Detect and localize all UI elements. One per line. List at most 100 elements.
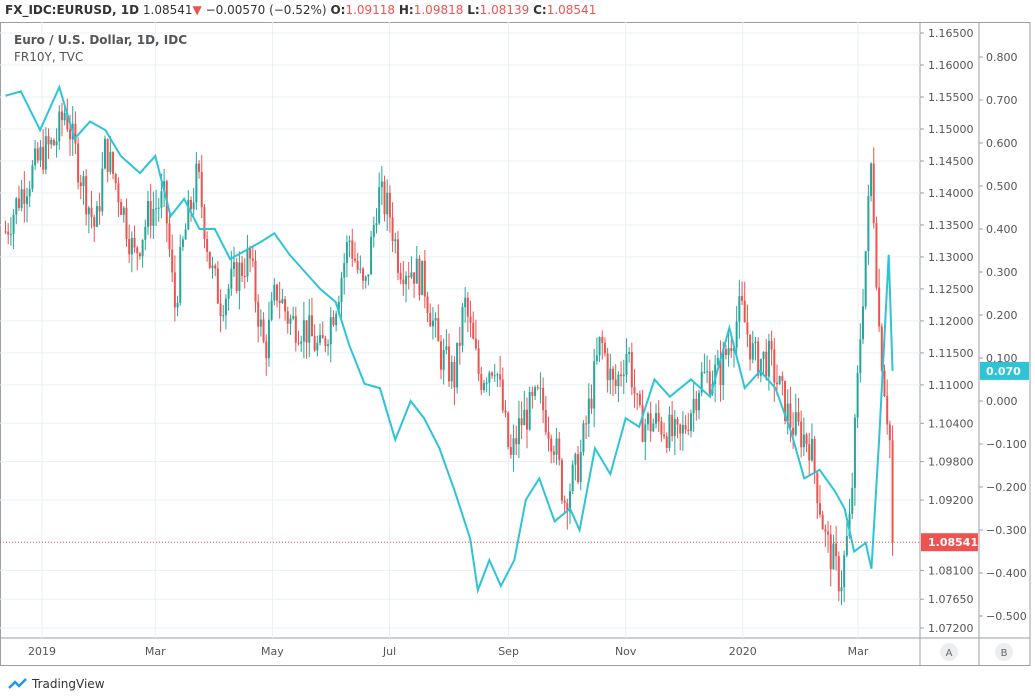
candle-body [818, 503, 821, 515]
candle-body [746, 322, 749, 335]
candle-body [90, 207, 93, 218]
candle-body [657, 413, 660, 422]
candle-body [566, 503, 569, 512]
overlay-tick-label: −0.300 [986, 524, 1027, 537]
price-tick-label: 1.09800 [928, 456, 974, 469]
candle-body [211, 265, 214, 269]
tradingview-logo-icon [8, 678, 27, 689]
candle-body [641, 405, 644, 442]
candle-body [738, 296, 741, 322]
candle-body [625, 354, 628, 375]
candle-body [810, 438, 813, 461]
candle-body [434, 318, 437, 321]
last-price-label: 1.08541 [928, 536, 978, 549]
candle-body [574, 454, 577, 465]
tradingview-logo[interactable]: TradingView [8, 677, 105, 691]
overlay-tick-label: 0.800 [986, 51, 1018, 64]
candle-body [617, 374, 620, 386]
candle-body [305, 320, 308, 343]
candle-body [122, 207, 125, 215]
candle-body [628, 352, 631, 355]
overlay-tick-label: 0.200 [986, 309, 1018, 322]
branding-text: TradingView [32, 677, 105, 691]
candle-body [192, 202, 195, 210]
candle-body [241, 262, 244, 276]
candle-body [42, 146, 45, 170]
candle-body [157, 207, 160, 209]
candle-body [348, 240, 351, 243]
candle-body [663, 434, 666, 437]
close-label: C: [533, 3, 547, 17]
low-value: 1.08139 [479, 3, 530, 17]
candle-body [550, 438, 553, 452]
candle-body [759, 358, 762, 376]
candle-body [329, 317, 332, 345]
time-tick-label: Nov [615, 645, 637, 658]
candle-body [789, 403, 792, 428]
candle-body [380, 181, 383, 188]
candle-body [184, 229, 187, 240]
scale-button-a[interactable] [940, 643, 958, 661]
candle-body [448, 346, 451, 382]
candle-body [386, 192, 389, 215]
candle-body [456, 342, 459, 388]
candle-body [698, 392, 701, 411]
candle-body [722, 349, 725, 386]
candle-body [622, 374, 625, 377]
candle-body [133, 237, 136, 248]
candle-body [405, 275, 408, 285]
candle-body [383, 181, 386, 215]
candle-body [665, 436, 668, 448]
candle-body [82, 176, 85, 187]
low-label: L: [467, 3, 480, 17]
candle-body [12, 214, 15, 235]
candle-body [477, 348, 480, 374]
candle-body [880, 326, 883, 371]
candle-body [203, 207, 206, 240]
candle-body [429, 312, 432, 327]
candle-body [138, 253, 141, 257]
candle-body [208, 251, 211, 269]
candle-body [146, 201, 149, 227]
candle-body [340, 277, 343, 302]
candle-body [187, 199, 190, 230]
candle-body [93, 217, 96, 227]
candle-body [525, 409, 528, 430]
candle-body [773, 349, 776, 383]
candle-body [703, 371, 706, 373]
candle-body [469, 316, 472, 323]
chart-legend: Euro / U.S. Dollar, 1D, IDC FR10Y, TVC [14, 32, 187, 66]
fr10y-line [5, 84, 894, 595]
candle-body [512, 438, 515, 455]
candle-body [332, 317, 335, 326]
candle-body [837, 556, 840, 592]
overlay-tick-label: 0.000 [986, 395, 1018, 408]
candle-body [633, 387, 636, 394]
candle-body [394, 239, 397, 242]
candle-body [781, 376, 784, 381]
candle-body [687, 429, 690, 432]
candle-body [496, 374, 499, 376]
candle-body [300, 341, 303, 344]
candle-body [297, 342, 300, 344]
overlay-tick-label: 0.300 [986, 266, 1018, 279]
candle-body [523, 409, 526, 426]
candle-body [509, 446, 512, 455]
candle-body [582, 423, 585, 452]
candle-body [638, 393, 641, 406]
scale-button-b[interactable] [995, 643, 1013, 661]
candle-body [692, 398, 695, 414]
candle-body [359, 268, 362, 270]
candle-body [649, 413, 652, 432]
candle-body [20, 189, 23, 208]
candle-body [356, 260, 359, 270]
price-tick-label: 1.14500 [928, 155, 974, 168]
price-tick-label: 1.11500 [928, 347, 974, 360]
candle-body [34, 148, 37, 166]
close-value: 1.08541 [546, 3, 597, 17]
candle-body [152, 208, 155, 226]
candle-body [17, 198, 20, 208]
candle-body [437, 318, 440, 342]
candle-body [536, 387, 539, 389]
